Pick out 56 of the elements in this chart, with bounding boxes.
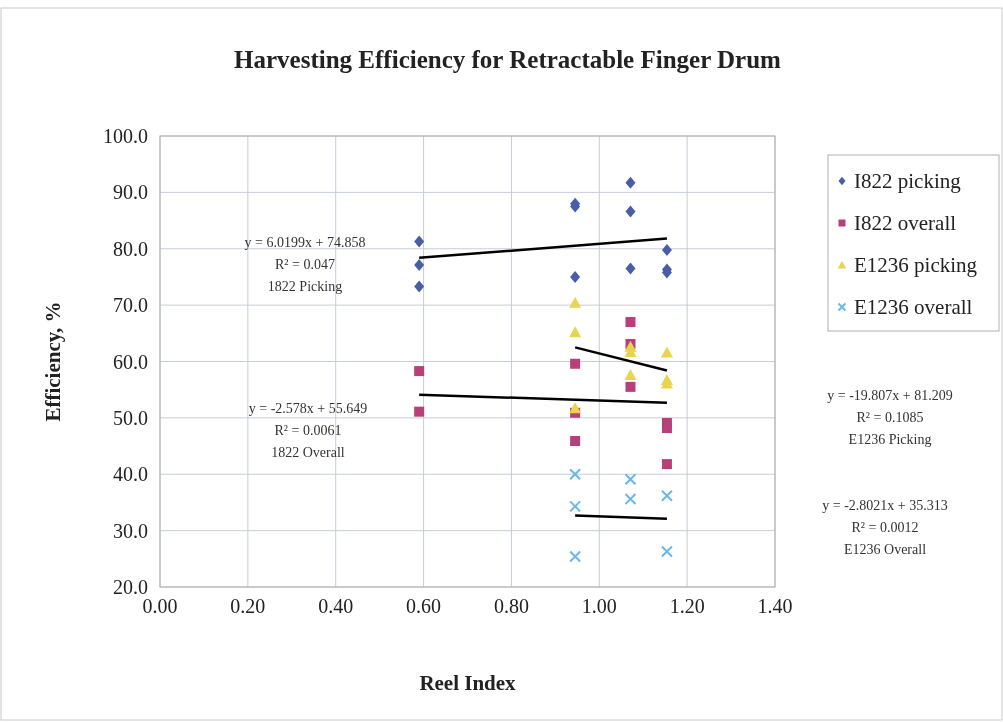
legend-label: I822 overall	[854, 211, 957, 236]
x-tick-label: 0.40	[318, 595, 354, 617]
y-tick-label: 80.0	[113, 237, 148, 260]
y-tick-label: 20.0	[113, 576, 148, 598]
point	[660, 346, 673, 358]
point	[569, 296, 582, 308]
point	[625, 317, 636, 328]
y-axis-title: Efficiency, %	[41, 301, 65, 422]
x-tick-label: 1.40	[757, 595, 793, 617]
x-axis-title: Reel Index	[419, 671, 517, 695]
point	[569, 402, 582, 414]
point	[624, 493, 637, 506]
y-tick-label: 40.0	[113, 463, 148, 486]
point	[414, 280, 425, 293]
y-tick-label: 100.0	[103, 125, 148, 147]
point	[625, 262, 636, 275]
point	[660, 545, 673, 558]
x-tick-label: 1.00	[581, 595, 617, 617]
point	[661, 459, 672, 470]
point	[624, 473, 637, 486]
point	[569, 326, 582, 338]
y-tick-label: 50.0	[113, 406, 148, 429]
annotation: y = 6.0199x + 74.858 R² = 0.047 1822 Picking	[244, 235, 366, 294]
x-tick-label: 0.80	[493, 595, 529, 617]
y-tick-label: 60.0	[113, 350, 148, 373]
point	[625, 205, 636, 218]
legend-label: E1236 overall	[854, 295, 973, 320]
point	[625, 176, 636, 189]
point	[414, 406, 425, 417]
point	[569, 468, 582, 481]
y-tick-label: 70.0	[113, 294, 148, 317]
point	[414, 235, 425, 248]
annotation: y = -2.578x + 55.649 R² = 0.0061 1822 Overall	[248, 401, 368, 460]
point	[414, 366, 425, 377]
point	[569, 500, 582, 513]
point	[625, 381, 636, 392]
x-tick-label: 0.20	[230, 595, 266, 617]
text: y = -19.807x + 81.209 R² = 0.1085 E1236 Picking	[827, 388, 953, 447]
y-tick-label: 90.0	[113, 181, 148, 204]
point	[570, 270, 581, 283]
x-tick-label: 0.60	[406, 595, 442, 617]
chart-title: Harvesting Efficiency for Retractable Finger Drum	[234, 46, 782, 73]
point	[660, 489, 673, 502]
legend-label: E1236 picking	[854, 253, 978, 278]
point	[414, 259, 425, 272]
y-tick-label: 30.0	[113, 519, 148, 542]
text: y = -2.8021x + 35.313 R² = 0.0012 E1236 Overall	[822, 498, 948, 557]
x-tick-label: 1.20	[669, 595, 705, 617]
legend-label: I822 picking	[854, 169, 962, 194]
point	[624, 369, 637, 381]
point	[569, 550, 582, 563]
point	[570, 435, 581, 446]
point	[570, 358, 581, 369]
x-tick-label: 0.00	[142, 595, 178, 617]
point	[661, 243, 672, 256]
point	[661, 423, 672, 434]
